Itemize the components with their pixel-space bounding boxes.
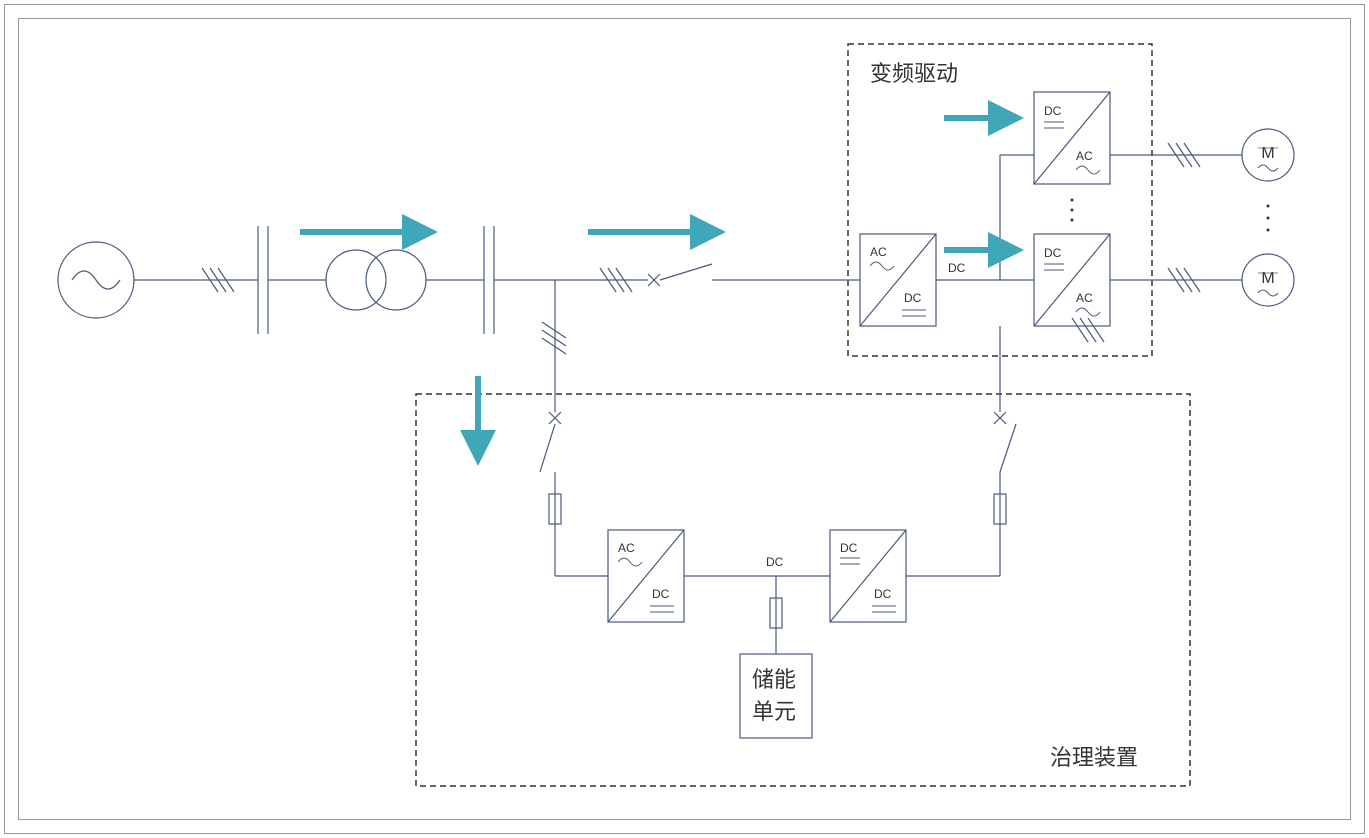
svg-text:M: M	[1261, 270, 1274, 287]
svg-text:DC: DC	[904, 291, 922, 305]
three-phase-mark	[542, 322, 566, 354]
diagram-svg: AC DC DC DC AC DC AC M	[0, 0, 1369, 838]
svg-text:DC: DC	[652, 587, 670, 601]
vfd-label: 变频驱动	[870, 56, 958, 88]
svg-text:DC: DC	[1044, 104, 1062, 118]
svg-text:AC: AC	[618, 541, 635, 555]
dc-label: DC	[948, 261, 966, 275]
svg-text:AC: AC	[1076, 291, 1093, 305]
svg-text:DC: DC	[766, 555, 784, 569]
svg-text:DC: DC	[840, 541, 858, 555]
switch-vertical	[540, 412, 561, 494]
governance-label: 治理装置	[1050, 740, 1138, 772]
transformer-secondary	[366, 250, 426, 310]
storage-label-bottom: 单元	[752, 694, 796, 726]
svg-text:M: M	[1261, 145, 1274, 162]
svg-text:DC: DC	[874, 587, 892, 601]
storage-label-top: 储能	[752, 662, 796, 694]
switch	[648, 264, 860, 286]
transformer-primary	[326, 250, 386, 310]
svg-text:AC: AC	[870, 245, 887, 259]
switch-vertical	[994, 326, 1016, 472]
svg-text:DC: DC	[1044, 246, 1062, 260]
svg-text:AC: AC	[1076, 149, 1093, 163]
